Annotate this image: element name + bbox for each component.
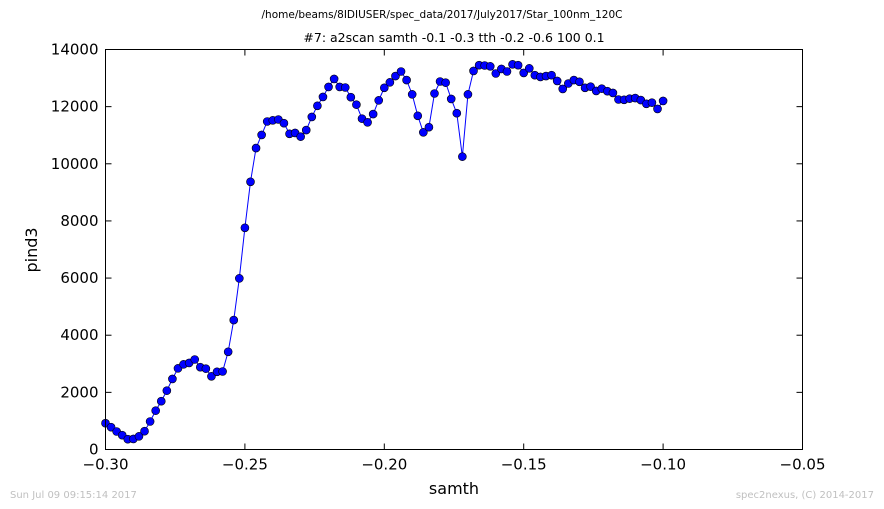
- footer-timestamp: Sun Jul 09 09:15:14 2017: [10, 490, 137, 501]
- data-point: [201, 364, 211, 373]
- x-tick-label: −0.10: [640, 456, 686, 474]
- data-point: [407, 90, 417, 99]
- footer-credit: spec2nexus, (C) 2014-2017: [736, 490, 874, 501]
- data-point: [240, 223, 250, 233]
- data-point: [653, 104, 662, 114]
- x-axis-label: samth: [429, 479, 479, 498]
- data-point: [340, 83, 350, 92]
- x-tick-label: −0.25: [222, 456, 268, 474]
- data-series: [101, 60, 668, 444]
- data-point: [145, 417, 155, 426]
- data-point: [374, 96, 384, 105]
- data-point: [168, 374, 177, 384]
- data-point: [413, 111, 423, 121]
- data-point: [402, 75, 411, 85]
- plot-frame: [105, 49, 803, 450]
- data-point: [235, 274, 244, 283]
- y-tick-label: 2000: [60, 383, 98, 401]
- path-title: /home/beams/8IDIUSER/spec_data/2017/July…: [262, 9, 623, 21]
- data-point: [151, 406, 160, 415]
- y-tick-label: 10000: [51, 155, 99, 173]
- y-tick-label: 8000: [60, 212, 98, 230]
- data-point: [363, 118, 372, 127]
- data-point: [524, 64, 534, 73]
- data-point: [519, 68, 529, 78]
- data-point: [552, 76, 562, 86]
- data-point: [218, 367, 227, 376]
- data-point: [162, 386, 172, 395]
- data-point: [313, 101, 322, 111]
- y-tick-label: 0: [89, 441, 99, 459]
- data-point: [446, 94, 456, 104]
- data-point: [430, 89, 439, 98]
- data-point: [379, 83, 389, 93]
- data-point: [346, 92, 356, 102]
- x-tick-label: −0.05: [780, 456, 826, 474]
- y-tick-label: 12000: [51, 98, 99, 116]
- data-point: [608, 88, 618, 98]
- data-point: [134, 432, 144, 441]
- data-point: [307, 112, 317, 122]
- x-tick-label: −0.15: [501, 456, 547, 474]
- data-point: [485, 62, 495, 71]
- data-point: [257, 130, 266, 140]
- data-point: [140, 426, 149, 436]
- data-point: [491, 69, 501, 78]
- data-point: [385, 78, 395, 87]
- data-point: [469, 66, 478, 76]
- x-tick-label: −0.30: [83, 456, 129, 474]
- y-tick-label: 14000: [51, 41, 99, 59]
- data-point: [352, 100, 361, 109]
- y-axis-label: pind3: [22, 227, 41, 272]
- data-point: [156, 396, 166, 406]
- data-point: [463, 90, 473, 99]
- data-point: [575, 77, 584, 87]
- x-axis: −0.30 −0.25 −0.20 −0.15 −0.10 −0.05: [83, 49, 826, 474]
- plot-area: [105, 49, 803, 450]
- data-point: [324, 82, 333, 92]
- chart-title: #7: a2scan samth -0.1 -0.3 tth -0.2 -0.6…: [303, 30, 604, 45]
- data-point: [279, 118, 289, 128]
- data-point: [396, 67, 406, 76]
- data-point: [296, 132, 305, 141]
- x-tick-label: −0.20: [361, 456, 407, 474]
- data-point: [391, 71, 400, 81]
- data-point: [647, 98, 657, 107]
- data-point: [513, 60, 523, 70]
- y-tick-label: 6000: [60, 269, 98, 287]
- data-point: [502, 67, 512, 76]
- data-point: [223, 347, 233, 357]
- data-point: [318, 92, 328, 102]
- data-point: [547, 70, 556, 80]
- data-point: [301, 125, 311, 135]
- data-point: [368, 109, 378, 119]
- data-point: [452, 108, 462, 118]
- data-point: [207, 372, 216, 381]
- data-point: [424, 122, 434, 132]
- data-point: [458, 152, 467, 161]
- data-point: [558, 84, 568, 94]
- data-point: [329, 74, 339, 84]
- data-point: [419, 128, 428, 137]
- data-point: [441, 78, 450, 87]
- data-point: [251, 143, 261, 153]
- data-point: [190, 355, 200, 364]
- data-point: [246, 177, 255, 187]
- data-point: [658, 96, 668, 106]
- data-point: [229, 315, 239, 325]
- y-tick-label: 4000: [60, 326, 98, 344]
